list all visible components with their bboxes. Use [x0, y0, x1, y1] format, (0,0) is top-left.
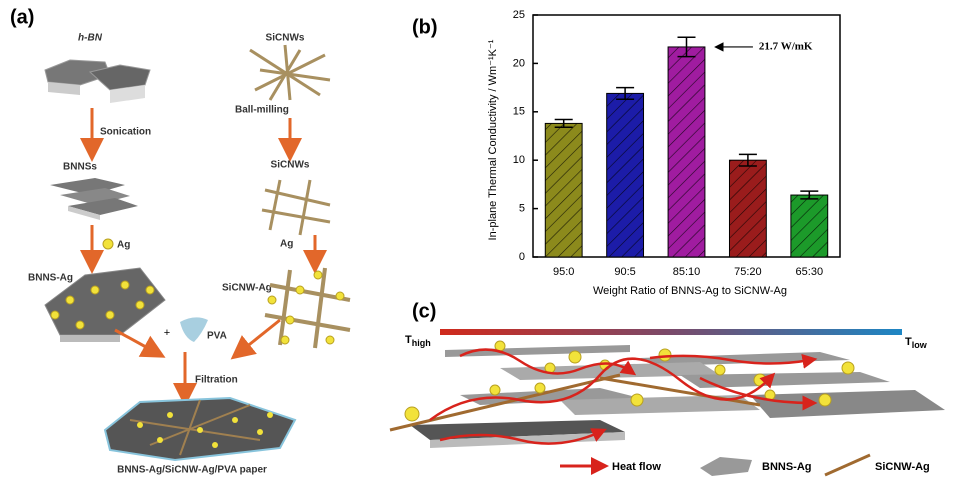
panel-label: (a): [10, 6, 34, 28]
y-tick-label: 20: [513, 57, 525, 69]
y-tick-label: 0: [519, 251, 525, 263]
legend-label: BNNS-Ag: [762, 461, 812, 473]
label: BNNS-Ag: [28, 273, 73, 284]
sicnws-short: [262, 180, 330, 235]
bar-hatch: [791, 195, 828, 257]
label: SiCNWs: [266, 33, 305, 44]
panel-label: (c): [412, 300, 436, 322]
label: Filtration: [195, 375, 238, 386]
sicnws-random: [250, 45, 330, 100]
arrow: [115, 330, 155, 352]
y-tick-label: 15: [513, 106, 525, 118]
paper: [105, 398, 295, 460]
label: Ball-milling: [235, 105, 289, 116]
legend-sicnw-icon: [825, 455, 870, 475]
panel-label: (b): [412, 16, 438, 38]
label: Ag: [280, 239, 293, 250]
bar-hatch: [545, 123, 582, 257]
label: Sonication: [100, 127, 151, 138]
panel-b: (b) Weight Ratio of BNNS-Ag to SiCNW-Ag …: [412, 9, 840, 297]
x-tick-label: 85:10: [673, 266, 701, 278]
t-high: Thigh: [405, 334, 431, 348]
label: SiCNW-Ag: [222, 283, 272, 294]
panel-c: (c) Thigh Tlow Heat flow BNNS-Ag SiCNW-A…: [390, 300, 945, 476]
y-tick-label: 10: [513, 154, 525, 166]
annotation: 21.7 W/mK: [759, 40, 813, 52]
x-tick-label: 90:5: [614, 266, 635, 278]
label: h-BN: [78, 33, 103, 44]
label: Ag: [117, 240, 130, 251]
label: PVA: [207, 331, 227, 342]
pva-shape: [180, 317, 208, 342]
bnnss-stack: [50, 178, 138, 220]
y-tick-label: 25: [513, 9, 525, 21]
panel-a: (a) h-BN Sonication BNNSs Ag BNNS-Ag + P…: [10, 6, 350, 475]
y-axis-label: In-plane Thermal Conductivity / Wm⁻¹K⁻¹: [487, 39, 499, 240]
temperature-bar: [440, 329, 902, 335]
figure: (a) h-BN Sonication BNNSs Ag BNNS-Ag + P…: [0, 0, 954, 483]
x-tick-label: 95:0: [553, 266, 574, 278]
ag-particle: [103, 239, 113, 249]
legend-label: SiCNW-Ag: [875, 461, 930, 473]
x-tick-label: 65:30: [796, 266, 824, 278]
bar-hatch: [607, 93, 644, 257]
label: BNNSs: [63, 162, 97, 173]
t-sub: low: [912, 340, 928, 350]
legend-label: Heat flow: [612, 461, 661, 473]
bar-hatch: [668, 47, 705, 257]
t-low: Tlow: [905, 336, 928, 350]
plus: +: [164, 327, 170, 339]
t-sub: high: [412, 338, 431, 348]
label: SiCNWs: [271, 160, 310, 171]
hbn-flakes: [45, 60, 150, 103]
arrow: [240, 320, 280, 352]
bar-hatch: [729, 160, 766, 257]
sicnw-ag: [265, 268, 350, 348]
x-tick-label: 75:20: [734, 266, 762, 278]
label: BNNS-Ag/SiCNW-Ag/PVA paper: [117, 465, 267, 476]
y-tick-label: 5: [519, 203, 525, 215]
legend-bnns-icon: [700, 457, 752, 476]
x-axis-label: Weight Ratio of BNNS-Ag to SiCNW-Ag: [593, 285, 787, 297]
